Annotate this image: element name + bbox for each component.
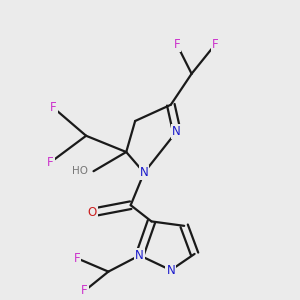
Text: HO: HO	[72, 166, 88, 176]
Text: N: N	[167, 264, 175, 277]
Text: F: F	[81, 284, 88, 297]
Text: F: F	[74, 252, 80, 265]
Text: F: F	[212, 38, 219, 51]
Text: F: F	[50, 101, 57, 114]
Text: N: N	[172, 125, 181, 138]
Text: F: F	[47, 156, 54, 169]
Text: F: F	[173, 38, 180, 51]
Text: O: O	[87, 206, 97, 219]
Text: N: N	[140, 166, 148, 179]
Text: N: N	[135, 249, 144, 262]
